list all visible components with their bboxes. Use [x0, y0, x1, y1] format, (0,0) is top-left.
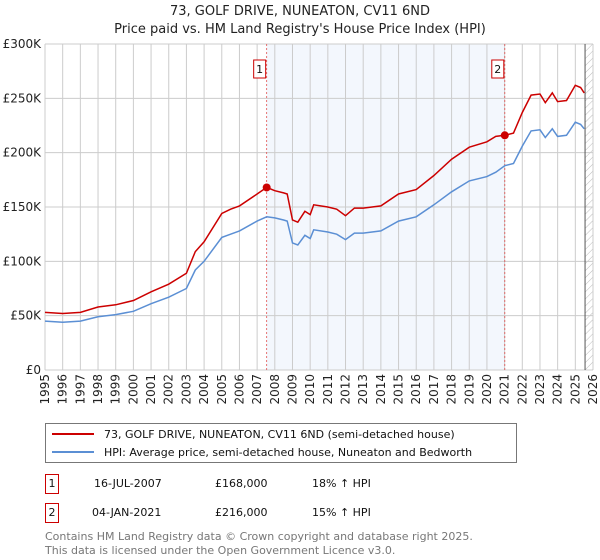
- x-tick-label: 2006: [232, 374, 246, 405]
- x-tick-label: 2001: [144, 374, 158, 405]
- hpi-line: [44, 121, 585, 323]
- x-tick-label: 2017: [427, 374, 441, 405]
- x-tick-label: 2026: [586, 374, 600, 405]
- sale-hpi-diff: 18% ↑ HPI: [312, 477, 371, 490]
- legend: 73, GOLF DRIVE, NUNEATON, CV11 6ND (semi…: [45, 423, 517, 463]
- x-tick-label: 2004: [197, 374, 211, 405]
- chart-subtitle: Price paid vs. HM Land Registry's House …: [114, 22, 486, 37]
- x-tick-label: 1995: [38, 374, 52, 405]
- x-tick-label: 2013: [356, 374, 370, 405]
- footer-line-2: This data is licensed under the Open Gov…: [45, 544, 396, 557]
- x-tick-label: 2002: [162, 374, 176, 405]
- x-tick-label: 2023: [533, 374, 547, 405]
- x-tick-label: 2007: [250, 374, 264, 405]
- sale-marker-label: 1: [45, 474, 59, 494]
- y-tick-label: £0: [26, 363, 41, 377]
- legend-swatch-blue: [52, 451, 94, 453]
- sale-label-border: [491, 59, 505, 79]
- y-tick-label: £300K: [3, 37, 43, 51]
- sale-price: £168,000: [215, 477, 268, 490]
- sale-label-text: 1: [256, 63, 263, 76]
- x-tick-label: 2024: [551, 374, 565, 405]
- legend-label: 73, GOLF DRIVE, NUNEATON, CV11 6ND (semi…: [104, 427, 455, 441]
- x-tick-label: 2008: [268, 374, 282, 405]
- sale-row-1: 1 16-JUL-2007 £168,000 18% ↑ HPI: [45, 474, 445, 494]
- x-tick-label: 2011: [321, 374, 335, 405]
- sale-marker-label: 2: [45, 503, 59, 523]
- footer-line-1: Contains HM Land Registry data © Crown c…: [45, 530, 473, 543]
- sale-hpi-diff: 15% ↑ HPI: [312, 506, 371, 519]
- sale-point: [500, 131, 509, 140]
- sale-date: 16-JUL-2007: [94, 477, 162, 490]
- x-tick-label: 2022: [515, 374, 529, 405]
- x-tick-label: 2010: [303, 374, 317, 405]
- sale-price: £216,000: [215, 506, 268, 519]
- x-tick-label: 1997: [73, 374, 87, 405]
- x-tick-label: 2009: [285, 374, 299, 405]
- sale-label-box: 1: [253, 59, 267, 79]
- legend-label: HPI: Average price, semi-detached house,…: [104, 445, 473, 459]
- sale-label-border: [253, 59, 267, 79]
- x-tick-label: 2025: [568, 374, 582, 405]
- x-tick-label: 1998: [91, 374, 105, 405]
- legend-item-hpi: HPI: Average price, semi-detached house,…: [52, 444, 472, 460]
- plot-area: 1995 1996 1997 1998 1999 2000 2001 2002 2003 2004…: [3, 37, 600, 405]
- x-tick-label: 2021: [498, 374, 512, 405]
- sale-point: [262, 183, 271, 192]
- y-tick-label: £200K: [3, 146, 43, 160]
- sale-date: 04-JAN-2021: [92, 506, 162, 519]
- y-tick-label: £100K: [3, 254, 43, 268]
- property-price-line: [44, 84, 585, 315]
- chart-title: 73, GOLF DRIVE, NUNEATON, CV11 6ND: [169, 4, 431, 19]
- x-tick-label: 2012: [339, 374, 353, 405]
- y-tick-label: £250K: [3, 91, 43, 105]
- x-tick-label: 2003: [179, 374, 193, 405]
- y-tick-label: £50K: [10, 309, 42, 323]
- x-tick-label: 2014: [374, 374, 388, 405]
- legend-swatch-red: [52, 433, 94, 435]
- x-tick-label: 2019: [462, 374, 476, 405]
- sale-row-2: 2 04-JAN-2021 £216,000 15% ↑ HPI: [45, 503, 445, 523]
- x-tick-label: 2018: [445, 374, 459, 405]
- x-tick-label: 2005: [215, 374, 229, 405]
- legend-item-property: 73, GOLF DRIVE, NUNEATON, CV11 6ND (semi…: [52, 426, 455, 442]
- x-tick-label: 2000: [126, 374, 140, 405]
- y-tick-label: £150K: [3, 200, 43, 214]
- x-tick-label: 2020: [480, 374, 494, 405]
- sale-label-text: 2: [494, 63, 501, 76]
- sale-label-box: 2: [491, 59, 505, 79]
- x-tick-label: 1999: [109, 374, 123, 405]
- x-tick-label: 2015: [392, 374, 406, 405]
- x-tick-label: 1996: [56, 374, 70, 405]
- x-tick-label: 2016: [409, 374, 423, 405]
